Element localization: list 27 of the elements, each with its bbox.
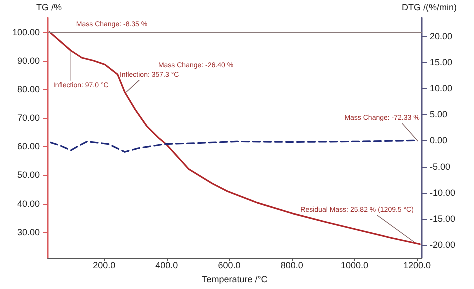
y-tick-label: 70.00 bbox=[17, 113, 40, 124]
y-tick-label: 40.00 bbox=[17, 198, 40, 209]
y2-tick-label: 10.00 bbox=[430, 83, 453, 94]
x-tick-label: 400.0 bbox=[156, 260, 178, 271]
x-axis-title: Temperature /°C bbox=[202, 274, 268, 284]
y2-axis-title: DTG /(%/min) bbox=[402, 2, 457, 12]
y-tick-label: 100.00 bbox=[12, 27, 40, 38]
y2-tick-label: -10.00 bbox=[430, 188, 456, 198]
y-tick-label: 50.00 bbox=[17, 170, 40, 180]
line-series bbox=[49, 31, 421, 246]
y-tick-label: 60.00 bbox=[17, 142, 40, 152]
y-axis-title: TG /% bbox=[36, 2, 62, 12]
y2-tick-label: 0.00 bbox=[430, 136, 448, 146]
y2-tick-label: -20.00 bbox=[430, 240, 456, 250]
y2-tick-label: 5.00 bbox=[430, 110, 448, 120]
x-tick-label: 600.0 bbox=[218, 260, 241, 271]
y2-tick-label: -5.00 bbox=[430, 162, 451, 172]
y-tick-label: 30.00 bbox=[17, 227, 40, 238]
x-tick-label: 800.0 bbox=[280, 260, 304, 271]
y2-tick-label: 20.00 bbox=[430, 31, 453, 42]
x-tick-label: 1200.0 bbox=[404, 260, 432, 271]
y2-tick-label: -15.00 bbox=[430, 214, 456, 224]
y2-tick-label: 15.00 bbox=[430, 57, 453, 68]
y-tick-label: 80.00 bbox=[17, 84, 40, 94]
x-tick-label: 1000.0 bbox=[340, 260, 368, 271]
y-tick-label: 90.00 bbox=[17, 56, 40, 66]
x-tick-label: 200.0 bbox=[93, 260, 116, 271]
